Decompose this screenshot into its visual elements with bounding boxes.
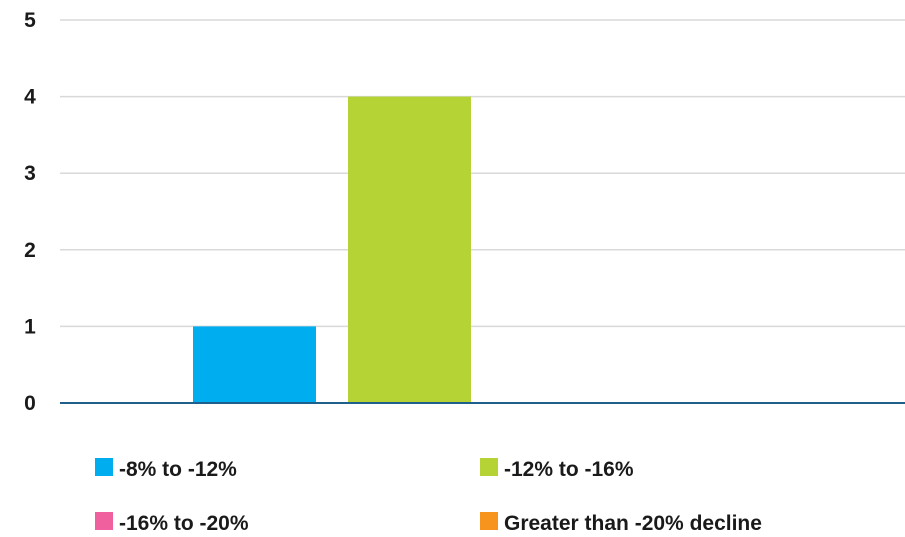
- legend-label: -16% to -20%: [119, 512, 249, 535]
- gridlines: [60, 19, 905, 328]
- legend-item: -8% to -12%: [95, 458, 237, 481]
- legend-label: -8% to -12%: [119, 458, 237, 481]
- legend-swatch: [480, 458, 498, 476]
- legend-item: -12% to -16%: [480, 458, 634, 481]
- y-tick-label: 3: [24, 162, 36, 185]
- y-tick-label: 1: [24, 315, 36, 338]
- bar-1: [193, 326, 316, 403]
- y-tick-label: 0: [24, 392, 36, 415]
- legend-item: -16% to -20%: [95, 512, 249, 535]
- y-axis-ticks: 0 1 2 3 4 5: [24, 9, 36, 415]
- y-tick-label: 5: [24, 9, 36, 32]
- y-tick-label: 2: [24, 239, 36, 262]
- legend-swatch: [95, 458, 113, 476]
- legend-swatch: [95, 512, 113, 530]
- legend-swatch: [480, 512, 498, 530]
- legend-label: -12% to -16%: [504, 458, 634, 481]
- legend: -8% to -12% -12% to -16% -16% to -20% Great…: [95, 458, 762, 535]
- legend-label: Greater than -20% decline: [504, 512, 762, 535]
- legend-item: Greater than -20% decline: [480, 512, 762, 535]
- bar-2: [348, 96, 471, 403]
- y-tick-label: 4: [24, 86, 36, 109]
- bars: [193, 96, 471, 403]
